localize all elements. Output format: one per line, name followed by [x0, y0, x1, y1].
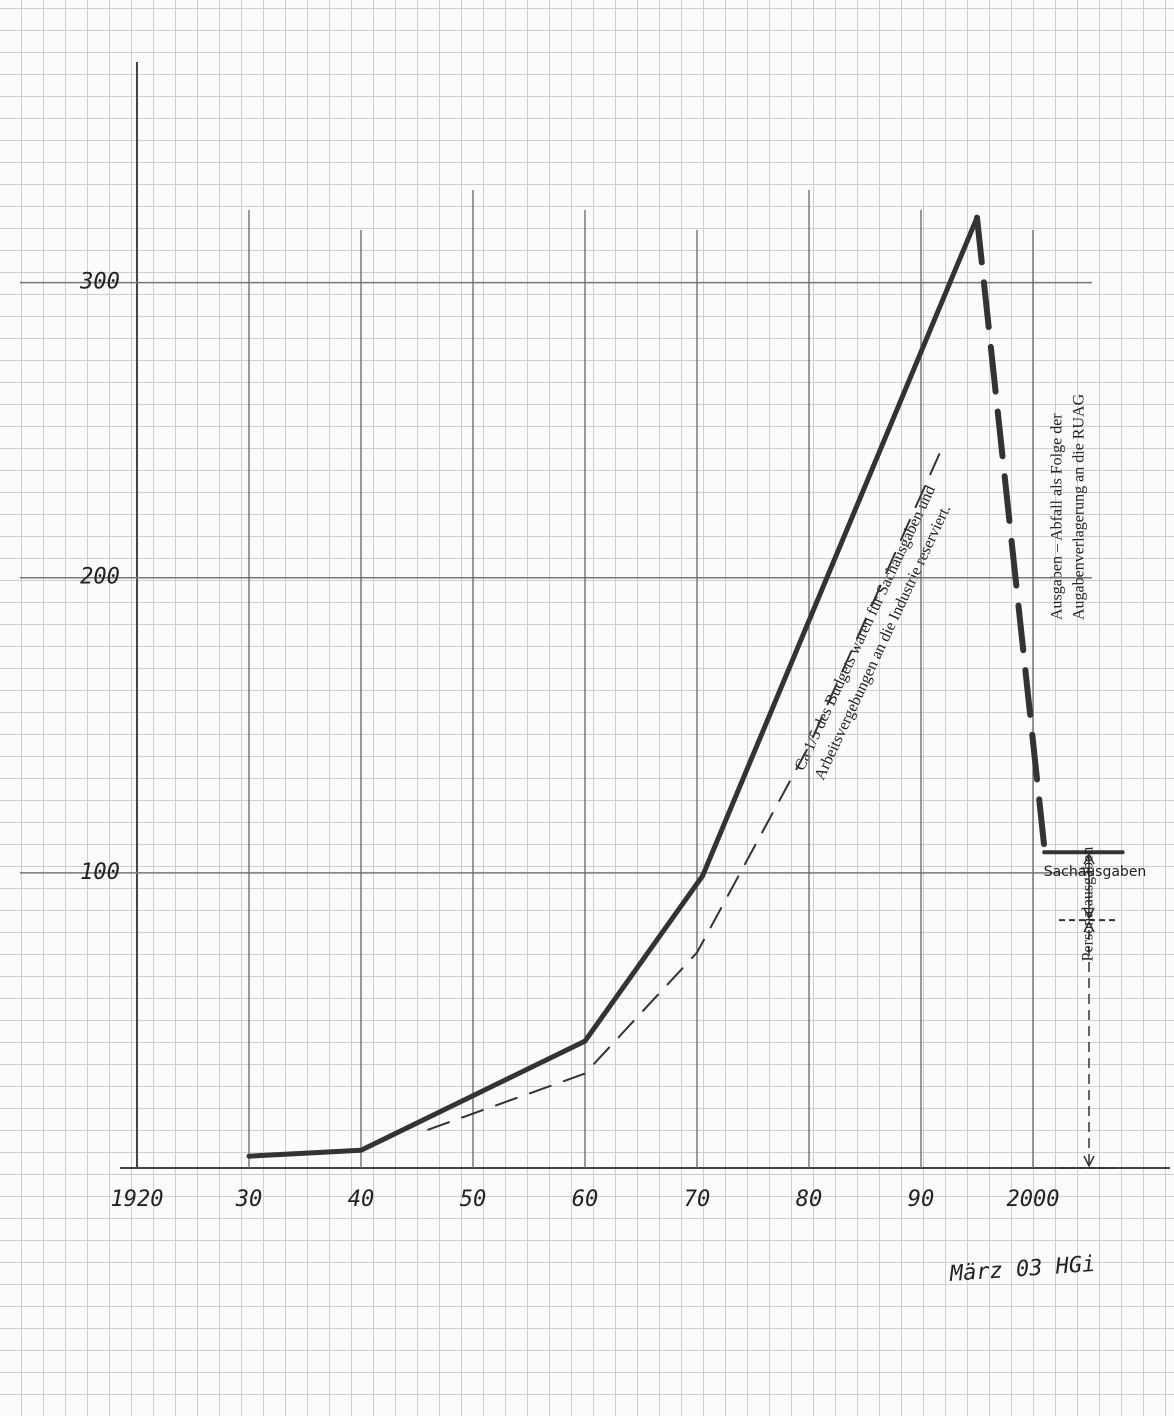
- arrow-head: [1083, 920, 1095, 933]
- x-tick-label: 2000: [1007, 1187, 1060, 1212]
- x-tick-label: 1920: [111, 1187, 164, 1212]
- data-line: [427, 443, 945, 1131]
- annotation: Ca 1/5 des Budgets waren für Sachausgabe…: [792, 483, 955, 783]
- x-tick-label: 90: [908, 1187, 935, 1212]
- x-tick-label: 80: [796, 1187, 823, 1212]
- bracket-label: Sachausgaben: [1044, 864, 1147, 880]
- annotation: Ausgaben – Abfall als Folge der Augabenv…: [1049, 393, 1088, 620]
- x-tick-label: 70: [684, 1187, 711, 1212]
- arrow-head: [1083, 852, 1095, 865]
- y-tick-label: 300: [79, 270, 120, 295]
- annotation-text: Ausgaben – Abfall als Folge der: [1049, 413, 1066, 620]
- arrow-head: [1083, 907, 1095, 920]
- annotation-text: Arbeitsvergebungen an die Industrie rese…: [811, 502, 954, 782]
- x-tick-label: 40: [348, 1187, 375, 1212]
- y-tick-label: 200: [80, 565, 120, 590]
- x-tick-label: 30: [235, 1187, 263, 1212]
- data-line: [974, 214, 1048, 850]
- annotation-text: Augabenverlagerung an die RUAG: [1071, 393, 1088, 620]
- x-tick-label: 50: [460, 1187, 487, 1212]
- data-line: [246, 215, 980, 1159]
- y-tick-label: 100: [80, 860, 120, 885]
- annotation-text: Ca 1/5 des Budgets waren für Sachausgabe…: [792, 483, 939, 773]
- signature: März 03 HGi: [948, 1252, 1096, 1287]
- arrow-head: [1083, 1155, 1095, 1168]
- x-tick-label: 60: [572, 1187, 599, 1212]
- bracket-label: Personalausgaben: [1080, 847, 1097, 962]
